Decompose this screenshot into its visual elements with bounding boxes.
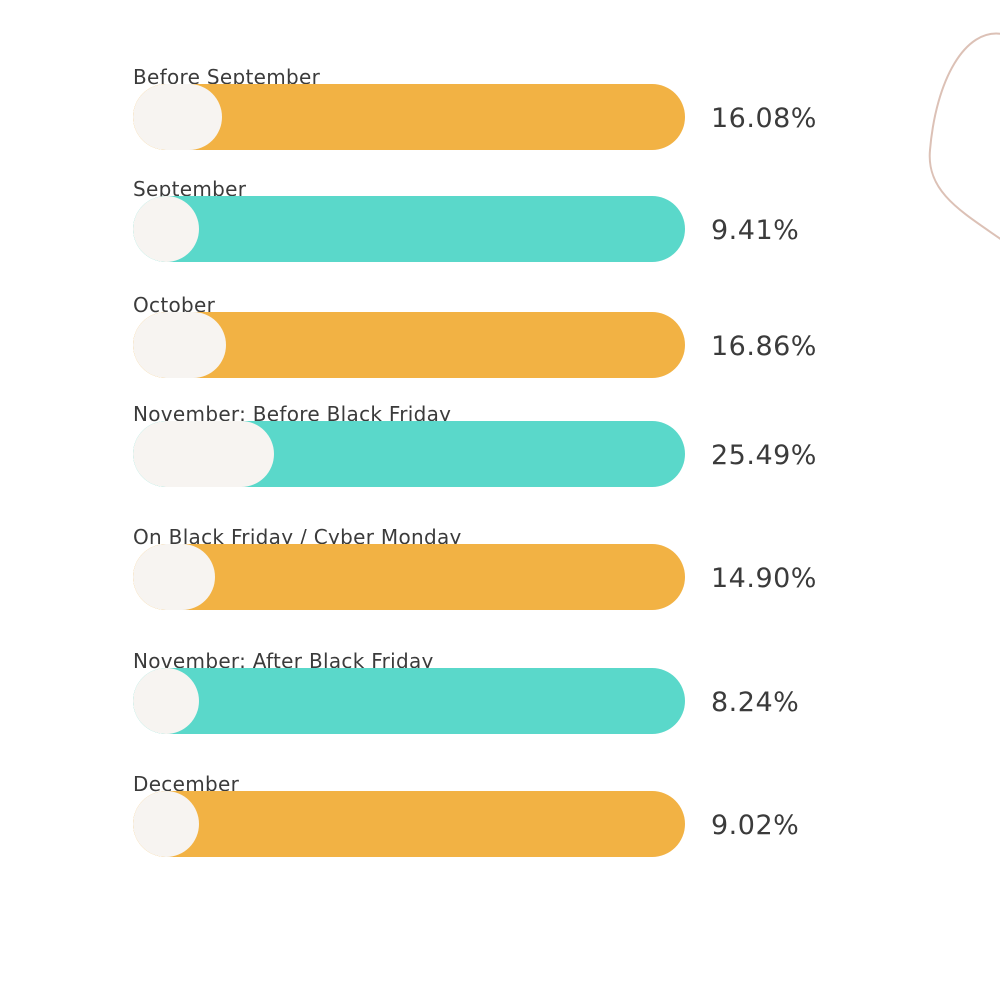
value-label: 16.86% <box>711 331 817 362</box>
bar-fill <box>133 84 222 150</box>
bar-fill <box>133 312 227 378</box>
bar <box>133 544 685 610</box>
bar <box>133 312 685 378</box>
bar-fill <box>133 196 199 262</box>
bar <box>133 668 685 734</box>
value-label: 16.08% <box>711 103 817 134</box>
bar-fill <box>133 668 199 734</box>
bar-fill <box>133 421 274 487</box>
value-label: 8.24% <box>711 687 800 718</box>
value-label: 9.02% <box>711 810 800 841</box>
bar <box>133 421 685 487</box>
value-label: 14.90% <box>711 563 817 594</box>
bar <box>133 791 685 857</box>
bar-fill <box>133 791 199 857</box>
value-label: 25.49% <box>711 440 817 471</box>
value-label: 9.41% <box>711 215 800 246</box>
bar <box>133 196 685 262</box>
bar-fill <box>133 544 216 610</box>
bar <box>133 84 685 150</box>
